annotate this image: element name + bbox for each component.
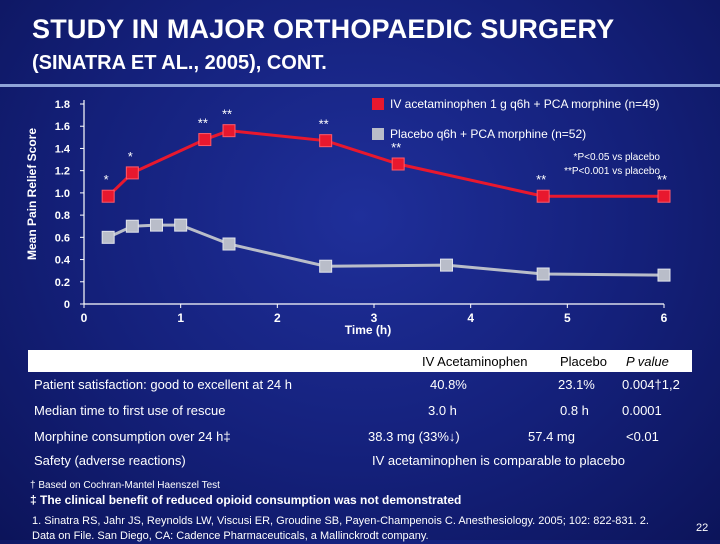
row-label: Morphine consumption over 24 h‡	[34, 429, 231, 444]
data-point	[222, 237, 236, 251]
safety-comparison: IV acetaminophen is comparable to placeb…	[372, 453, 625, 468]
header-placebo: Placebo	[560, 354, 607, 369]
x-tick-label: 1	[177, 311, 184, 325]
table-row: Median time to first use of rescue 3.0 h…	[28, 400, 692, 422]
placebo-value: 0.8 h	[560, 403, 589, 418]
x-tick-label: 5	[564, 311, 571, 325]
footnote-double-dagger: ‡ The clinical benefit of reduced opioid…	[30, 493, 462, 507]
y-tick-label: 1.2	[55, 166, 70, 178]
y-tick-label: 0.4	[55, 255, 71, 267]
legend-label: Placebo q6h + PCA morphine (n=52)	[390, 127, 586, 141]
x-axis-label: Time (h)	[345, 323, 391, 337]
significance-label: **	[657, 172, 667, 187]
table-row: Patient satisfaction: good to excellent …	[28, 374, 692, 396]
y-tick-label: 0	[64, 299, 70, 311]
data-point	[125, 166, 139, 180]
p-value: 0.0001	[622, 403, 662, 418]
legend-swatch	[372, 128, 384, 140]
table-row: Safety (adverse reactions) IV acetaminop…	[28, 450, 692, 472]
row-label: Patient satisfaction: good to excellent …	[34, 377, 293, 392]
data-point	[319, 134, 333, 148]
data-point	[222, 124, 236, 138]
legend-label: IV acetaminophen 1 g q6h + PCA morphine …	[390, 97, 660, 111]
x-tick-label: 4	[467, 311, 474, 325]
data-point	[440, 258, 453, 272]
series-line-0	[107, 129, 664, 198]
data-point	[174, 218, 188, 232]
significance-label: **	[536, 172, 546, 187]
significance-label: *	[104, 172, 109, 187]
chart-ticks: 0 0.2 0.4 0.6 0.8 1.0 1.2 1.4 1.6 1.8 0 1 2 3 4 5 6 Time …	[25, 99, 668, 337]
table-header: IV Acetaminophen Placebo P value	[28, 350, 692, 372]
data-point	[536, 267, 550, 281]
significance-note: *P<0.05 vs placebo	[574, 152, 661, 163]
results-table: IV Acetaminophen Placebo P value Patient…	[28, 350, 692, 472]
y-tick-label: 0.2	[55, 277, 70, 289]
header-p-value: P value	[626, 354, 669, 369]
page-number: 22	[696, 522, 709, 534]
pain-relief-line-chart: 0 0.2 0.4 0.6 0.8 1.0 1.2 1.4 1.6 1.8 0 1 2 3 4 5 6 Time …	[25, 97, 671, 337]
table-row: Morphine consumption over 24 h‡ 38.3 mg …	[28, 426, 692, 448]
chart-legend: IV acetaminophen 1 g q6h + PCA morphine …	[372, 97, 660, 177]
placebo-value: 23.1%	[558, 377, 595, 392]
placebo-value: 57.4 mg	[528, 429, 575, 444]
slide-title: STUDY IN MAJOR ORTHOPAEDIC SURGERY	[32, 14, 615, 44]
title-divider	[0, 84, 720, 87]
y-tick-label: 1.4	[55, 143, 71, 155]
significance-label: **	[319, 117, 329, 132]
legend-swatch	[372, 98, 384, 110]
data-point	[536, 189, 550, 203]
slide-subtitle: (SINATRA ET AL., 2005), CONT.	[32, 52, 327, 74]
row-label: Median time to first use of rescue	[34, 403, 226, 418]
chart-markers: ************ **	[101, 107, 671, 282]
x-tick-label: 6	[661, 311, 668, 325]
y-axis-label: Mean Pain Relief Score	[25, 128, 39, 260]
y-tick-label: 1.0	[55, 188, 70, 200]
iv-value: 3.0 h	[428, 403, 457, 418]
iv-value: 38.3 mg (33%↓)	[368, 429, 460, 444]
y-tick-label: 0.6	[55, 232, 70, 244]
data-point	[657, 189, 671, 203]
y-tick-label: 1.8	[55, 99, 70, 111]
y-tick-label: 1.6	[55, 121, 70, 133]
data-point	[101, 189, 115, 203]
row-label: Safety (adverse reactions)	[34, 453, 186, 468]
significance-label: **	[391, 140, 401, 155]
x-tick-label: 3	[371, 311, 378, 325]
series-line-1	[107, 223, 665, 277]
significance-note: **P<0.001 vs placebo	[564, 166, 660, 177]
data-point	[319, 259, 333, 273]
x-tick-label: 0	[81, 311, 88, 325]
data-point	[101, 230, 115, 244]
data-point	[391, 157, 405, 171]
p-value: <0.01	[626, 429, 659, 444]
data-point	[125, 219, 139, 233]
significance-label: *	[128, 149, 133, 164]
significance-label: **	[222, 107, 232, 122]
y-tick-label: 0.8	[55, 210, 70, 222]
footnote-dagger: † Based on Cochran-Mantel Haenszel Test	[30, 480, 220, 491]
iv-value: 40.8%	[430, 377, 467, 392]
p-value: 0.004†1,2	[622, 377, 680, 392]
x-tick-label: 2	[274, 311, 281, 325]
data-point	[150, 218, 163, 232]
significance-label: **	[198, 116, 208, 131]
data-point	[657, 268, 671, 282]
header-iv-acetaminophen: IV Acetaminophen	[422, 354, 528, 369]
data-point	[198, 133, 212, 147]
references: 1. Sinatra RS, Jahr JS, Reynolds LW, Vis…	[32, 515, 649, 542]
